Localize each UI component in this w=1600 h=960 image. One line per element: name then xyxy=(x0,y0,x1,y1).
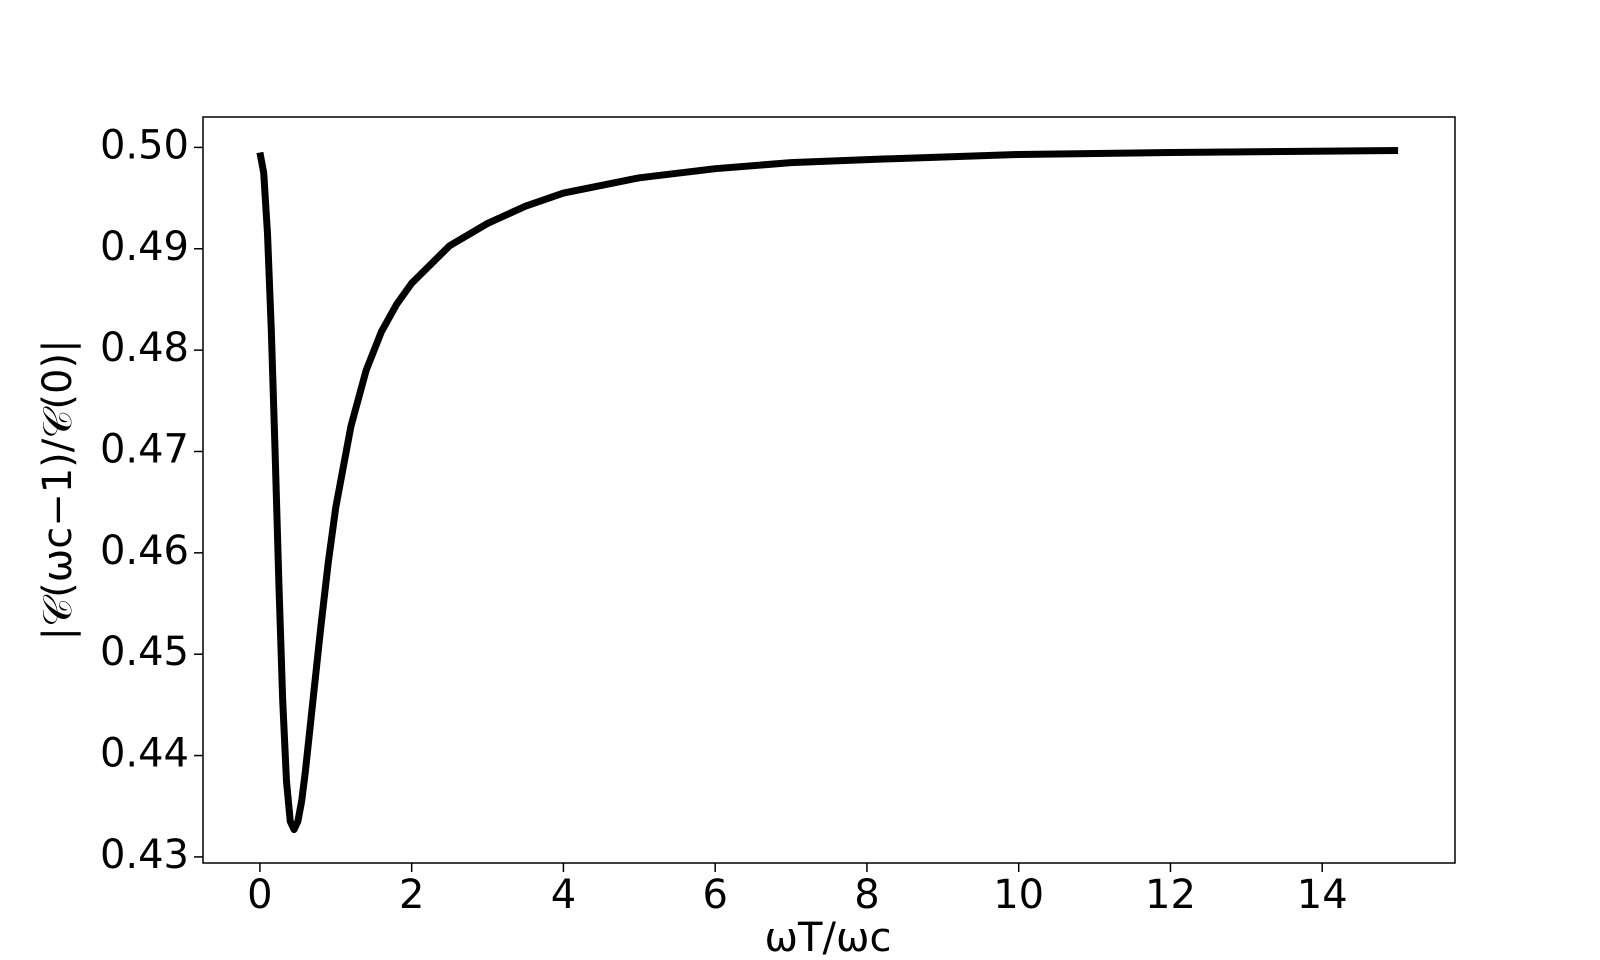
x-tick-label: 4 xyxy=(551,872,576,918)
y-axis-label: |𝒞(ωc−1)/𝒞(0)| xyxy=(35,339,81,640)
x-tick-label: 0 xyxy=(247,872,272,918)
y-tick-label: 0.47 xyxy=(100,426,189,472)
y-tick-label: 0.49 xyxy=(100,224,189,270)
y-tick-label: 0.45 xyxy=(100,629,189,675)
plot-frame xyxy=(202,116,1456,864)
x-tick-label: 12 xyxy=(1145,872,1196,918)
line xyxy=(256,146,1399,834)
x-tick-label: 8 xyxy=(854,872,879,918)
y-tick-label: 0.50 xyxy=(100,122,189,168)
y-tick-label: 0.44 xyxy=(100,731,189,777)
x-axis-label: ωT/ωc xyxy=(765,915,892,960)
x-tick-label: 14 xyxy=(1297,872,1348,918)
y-tick-label: 0.48 xyxy=(100,325,189,371)
x-tick-label: 6 xyxy=(702,872,727,918)
y-tick-label: 0.46 xyxy=(100,528,189,574)
x-tick-label: 2 xyxy=(399,872,424,918)
x-tick-label: 10 xyxy=(993,872,1044,918)
y-tick-label: 0.43 xyxy=(100,832,189,878)
